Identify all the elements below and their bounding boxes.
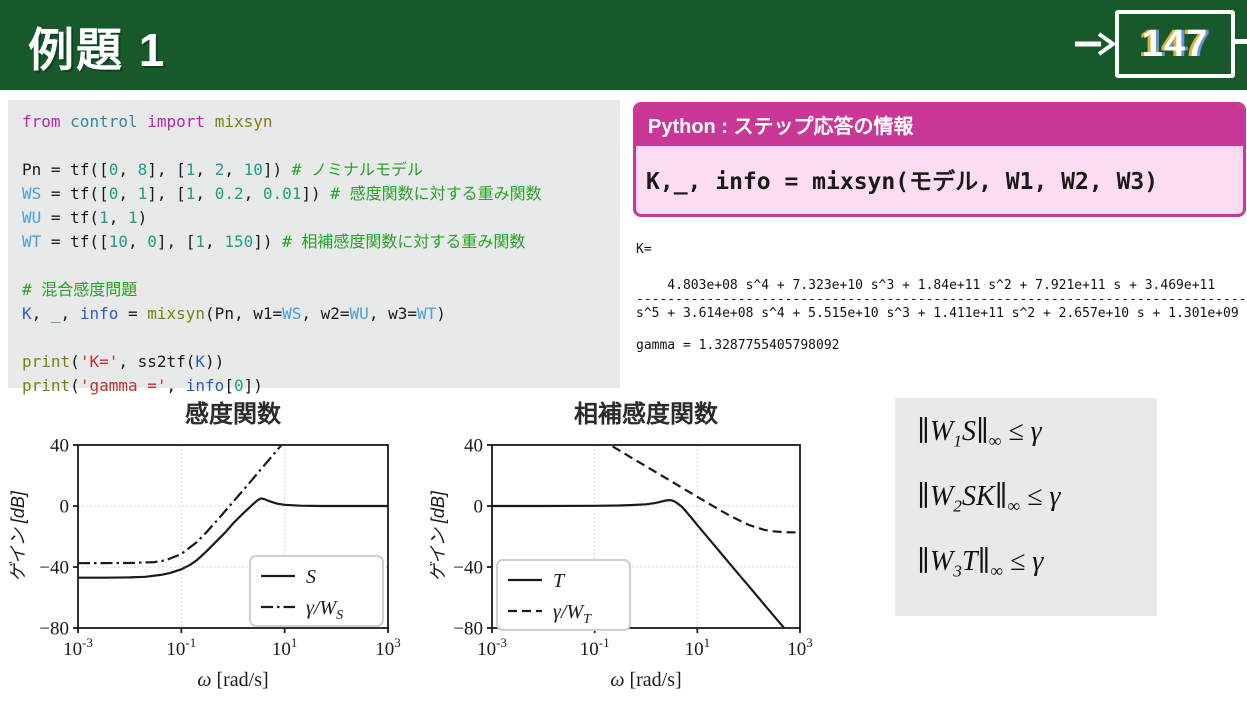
comp-sensitivity-plot: 10-3 10-1 101 103 40 0 −40 −80 相補感度関数ゲイン [dB] ω […: [428, 396, 860, 706]
page-number-box: 147: [1115, 10, 1235, 78]
x-tick-label: 101: [685, 635, 711, 660]
tf-denominator: s^5 + 3.614e+08 s^4 + 5.515e+10 s^3 + 1.…: [636, 306, 1239, 321]
connector-line: [1231, 39, 1247, 44]
series-gamma/WT: [607, 445, 800, 534]
console-output: K= 4.803e+08 s^4 + 7.323e+10 s^3 + 1.84e…: [634, 240, 1247, 370]
code-line: print('K=', ss2tf(K)): [22, 352, 225, 371]
python-box-title: Python : ステップ応答の情報: [636, 105, 1243, 146]
y-tick-label: 0: [60, 497, 70, 518]
sensitivity-plot: 10-3 10-1 101 103 40 0 −40 −80 感度関数ゲイン [dB] ω [ra…: [8, 396, 438, 706]
legend-label: T: [553, 570, 566, 592]
y-tick-label: 40: [50, 436, 69, 457]
series-T: [492, 498, 786, 628]
x-tick-label: 10-1: [166, 635, 196, 660]
tf-fraction-bar: ----------------------------------------…: [636, 292, 1247, 307]
y-axis-label: ゲイン [dB]: [430, 490, 448, 582]
x-axis-label: ω [rad/s]: [610, 669, 681, 691]
code-line: Pn = tf([0, 8], [1, 2, 10]) # ノミナルモデル: [22, 160, 424, 179]
python-box-code: K,_, info = mixsyn(モデル, W1, W2, W3): [646, 169, 1159, 195]
output-k-label: K=: [636, 242, 652, 257]
page-number-widget: 147: [1075, 6, 1247, 80]
legend-label: γ/WS: [306, 597, 343, 623]
series-gamma/WS: [78, 445, 283, 565]
header-bar: 例題 1 147: [0, 0, 1247, 90]
x-tick-label: 103: [787, 635, 813, 660]
x-tick-label: 10-3: [477, 635, 507, 660]
code-line: # 混合感度問題: [22, 280, 138, 299]
legend-label: S: [306, 566, 316, 588]
code-line: K, _, info = mixsyn(Pn, w1=WS, w2=WU, w3…: [22, 304, 446, 323]
equations-panel: ∥W1S∥∞ ≤ γ ∥W2SK∥∞ ≤ γ ∥W3T∥∞ ≤ γ: [895, 398, 1157, 616]
plot-frame: [77, 444, 389, 629]
code-line: WS = tf([0, 1], [1, 0.2, 0.01]) # 感度関数に対…: [22, 184, 542, 203]
code-line: WT = tf([10, 0], [1, 150]) # 相補感度関数に対する重…: [22, 232, 526, 251]
y-tick-label: −40: [453, 558, 483, 579]
page-title: 例題 1: [28, 24, 167, 76]
code-line: [22, 326, 620, 350]
code-panel: from control import mixsyn Pn = tf([0, 8…: [8, 100, 620, 395]
equation: ∥W1S∥∞ ≤ γ: [917, 416, 1042, 451]
legend: [249, 555, 384, 627]
x-axis-label: ω [rad/s]: [197, 669, 268, 691]
series-S: [78, 497, 388, 579]
code-line: WU = tf(1, 1): [22, 208, 148, 227]
plot-frame: [491, 444, 801, 629]
plot-title: 感度関数: [185, 400, 282, 428]
python-info-box: Python : ステップ応答の情報 K,_, info = mixsyn(モデ…: [633, 102, 1246, 217]
y-tick-label: −40: [39, 558, 69, 579]
legend: [496, 559, 631, 631]
x-tick-label: 10-3: [63, 635, 93, 660]
code-line: print('gamma =', info[0]): [22, 376, 263, 395]
y-tick-label: 0: [474, 497, 484, 518]
code-line: [22, 134, 620, 158]
equation: ∥W2SK∥∞ ≤ γ: [917, 481, 1061, 516]
y-tick-label: −80: [453, 619, 483, 640]
arrow-icon: [1075, 32, 1115, 56]
x-tick-label: 103: [375, 635, 401, 660]
plot-title: 相補感度関数: [574, 400, 719, 428]
gamma-output: gamma = 1.3287755405798092: [636, 338, 840, 353]
y-tick-label: −80: [39, 619, 69, 640]
tf-numerator: 4.803e+08 s^4 + 7.323e+10 s^3 + 1.84e+11…: [636, 278, 1216, 293]
y-axis-label: ゲイン [dB]: [8, 490, 28, 582]
legend-label: γ/WT: [553, 601, 592, 627]
x-tick-label: 101: [272, 635, 298, 660]
code-line: from control import mixsyn: [22, 112, 273, 131]
equation: ∥W3T∥∞ ≤ γ: [917, 546, 1044, 581]
y-tick-label: 40: [464, 436, 483, 457]
x-tick-label: 10-1: [580, 635, 610, 660]
page-number: 147: [1141, 22, 1209, 65]
code-line: [22, 254, 620, 278]
